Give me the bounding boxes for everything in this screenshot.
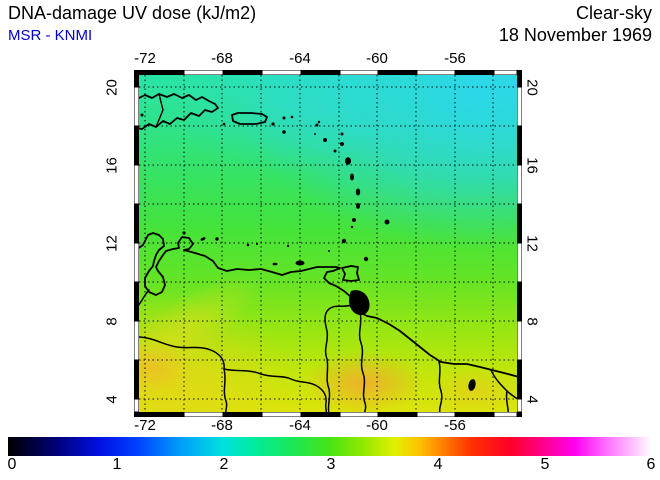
venezuelan-islands (182, 231, 305, 266)
guyana-lake (468, 379, 476, 391)
colorbar-tick: 5 (540, 456, 550, 473)
lon-tick-top: -56 (444, 50, 466, 67)
map-frame (134, 70, 522, 417)
lat-tick-right: 8 (523, 317, 541, 326)
lat-tick-right: 20 (523, 79, 541, 96)
lat-tick-left: 16 (103, 157, 121, 174)
date-label: 18 November 1969 (498, 25, 652, 45)
page-title: DNA-damage UV dose (kJ/m2) (8, 3, 257, 23)
colorbar-tick: 3 (326, 456, 336, 473)
colorbar-tick: 2 (219, 456, 229, 473)
lesser-antilles-islands (222, 115, 390, 262)
map-border-right (517, 75, 522, 412)
lon-tick-bottom: -60 (366, 417, 388, 434)
colorbar-tick: 0 (7, 456, 17, 473)
rivers-and-borders (139, 289, 517, 412)
source-label: MSR - KNMI (8, 27, 93, 44)
colorbar-tick: 4 (433, 456, 443, 473)
lat-tick-right: 4 (523, 395, 541, 404)
south-america-coastline (139, 232, 517, 378)
map-border-bottom (134, 412, 522, 417)
hispaniola-coastline (139, 93, 219, 130)
lon-tick-bottom: -68 (211, 417, 233, 434)
puerto-rico-coastline (231, 112, 268, 125)
colorbar (8, 437, 652, 456)
lon-tick-top: -68 (211, 50, 233, 67)
lat-tick-left: 8 (103, 317, 121, 326)
lon-tick-top: -72 (134, 50, 156, 67)
lon-tick-top: -64 (289, 50, 311, 67)
lon-tick-top: -60 (366, 50, 388, 67)
gonave-island (140, 113, 144, 117)
lon-tick-bottom: -72 (134, 417, 156, 434)
lat-tick-left: 4 (103, 395, 121, 404)
colorbar-tick: 1 (112, 456, 122, 473)
lat-tick-right: 16 (523, 157, 541, 174)
colorbar-tick: 6 (646, 456, 656, 473)
lon-tick-bottom: -56 (444, 417, 466, 434)
coastlines-layer (139, 93, 517, 412)
lat-tick-right: 12 (523, 235, 541, 252)
trinidad-coastline (341, 265, 360, 282)
map-border-top (134, 70, 522, 75)
map-border-left (134, 75, 139, 412)
hispaniola-border (155, 93, 164, 128)
orinoco-delta (348, 290, 370, 316)
uv-dose-field-map (139, 75, 517, 412)
lat-tick-left: 12 (103, 235, 121, 252)
lon-tick-bottom: -64 (289, 417, 311, 434)
lat-tick-left: 20 (103, 79, 121, 96)
graticule-grid (139, 75, 517, 412)
condition-label: Clear-sky (575, 3, 652, 23)
